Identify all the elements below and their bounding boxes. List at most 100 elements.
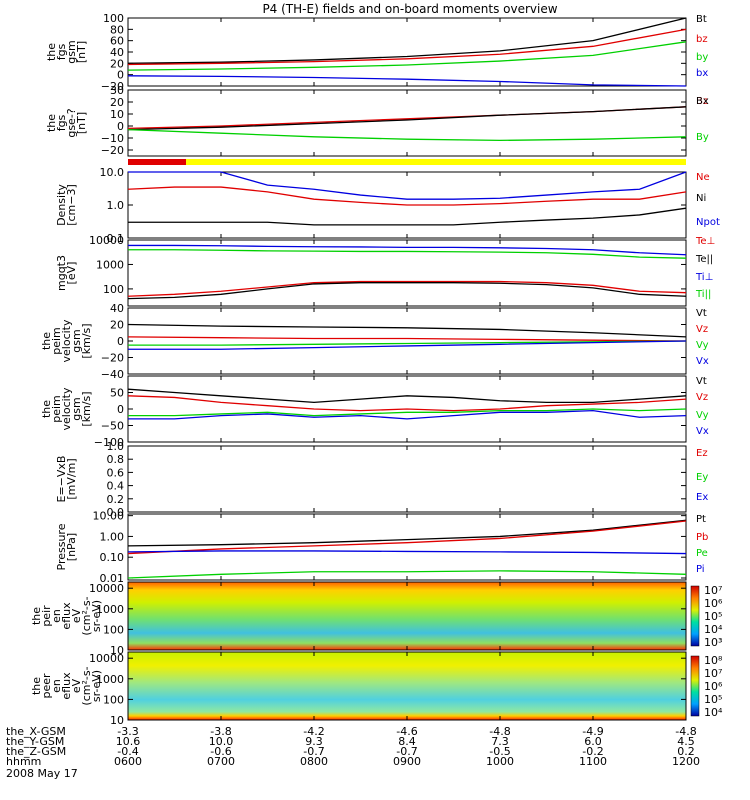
y-tick-label: 1.00 [100, 530, 125, 543]
ephemeris-value: -0.7 [303, 745, 324, 758]
y-tick-label: −20 [101, 144, 124, 157]
legend-entry: Vy [696, 410, 709, 421]
ephemeris-value: 0600 [114, 755, 142, 768]
series-line-Vt [127, 323, 687, 338]
spectrogram-9 [128, 652, 686, 720]
y-axis-label: en [50, 609, 63, 623]
y-axis-label: gsm [70, 397, 83, 420]
series-line-Bx [127, 106, 687, 131]
legend-entry: bz [696, 34, 708, 45]
ephemeris-value: 1100 [579, 755, 607, 768]
ephemeris-value: -4.8 [675, 725, 696, 738]
y-axis-label: eV [70, 608, 83, 623]
y-tick-label: 10 [110, 714, 124, 727]
y-tick-label: 20 [110, 96, 124, 109]
y-tick-label: 40 [110, 46, 124, 59]
legend-entry: Ne [696, 172, 710, 183]
y-axis-label: (cm²-s- [80, 666, 93, 705]
legend-entry: Npot [696, 217, 720, 228]
spectrogram-8 [128, 582, 686, 650]
y-tick-label: 1.0 [107, 199, 125, 212]
y-axis-label: [nT] [75, 41, 88, 63]
ephemeris-value: -0.7 [396, 745, 417, 758]
ephemeris-value: -4.9 [582, 725, 603, 738]
series-line-Vz [127, 395, 687, 412]
series-line-Ni [128, 207, 687, 226]
y-tick-label: 10000 [89, 652, 124, 665]
ephemeris-value: 0900 [393, 755, 421, 768]
colorbar-8 [690, 585, 700, 647]
series-line-by [127, 41, 687, 71]
ephemeris-value: -4.8 [489, 725, 510, 738]
figure-title: P4 (TH-E) fields and on-board moments ov… [262, 2, 557, 16]
y-tick-label: −40 [101, 368, 124, 381]
series-line-Npot [128, 171, 687, 200]
y-axis-label: gsm [65, 40, 78, 63]
legend-entry: Vx [696, 356, 709, 367]
ephemeris-value: 0800 [300, 755, 328, 768]
y-axis-label: gsm [70, 329, 83, 352]
y-tick-label: −10 [101, 132, 124, 145]
y-tick-label: 60 [110, 35, 124, 48]
ephemeris-row-label: the_Z-GSM [6, 745, 66, 758]
legend-entry: bx [696, 68, 708, 79]
y-tick-label: 0.0 [107, 506, 125, 519]
legend-entry: Vx [696, 426, 709, 437]
series-line-Pt [127, 519, 687, 547]
legend-entry: Bt [696, 14, 707, 25]
y-axis-label: the [30, 677, 43, 695]
ephemeris-row-label: hhmm [6, 755, 41, 768]
series-line-Vz [127, 336, 687, 342]
y-tick-label: 10000 [89, 234, 124, 247]
y-axis-label: peim [50, 327, 63, 355]
y-tick-label: 0 [117, 69, 124, 82]
y-axis-label: Density [55, 184, 68, 226]
legend-entry: Vz [696, 392, 708, 403]
y-axis-label: [eV] [65, 262, 78, 285]
legend-entry: Te⊥ [695, 236, 715, 247]
legend-entry: Ey [696, 472, 708, 483]
series-line-Ti⊥ [128, 244, 687, 256]
series-line-Vy [128, 408, 687, 417]
y-tick-label: −50 [101, 420, 124, 433]
y-axis-label: eflux [60, 602, 73, 630]
legend-entry: Vt [696, 308, 707, 319]
ephemeris-row-label: the_Y-GSM [6, 735, 64, 748]
y-tick-label: 0 [117, 403, 124, 416]
y-tick-label: 1000 [96, 673, 124, 686]
panel-e_vxb: 0.00.20.40.60.81.0 E=−VxB[mV/m] Ez Ey Ex [55, 440, 708, 519]
y-tick-label: 10000 [89, 582, 124, 595]
y-axis-label: fgs [55, 43, 68, 60]
panel-frame [127, 513, 687, 581]
y-axis-label: [mV/m] [65, 458, 78, 499]
y-tick-label: 0.8 [107, 453, 125, 466]
legend-entry: Bz [696, 96, 708, 107]
colorbar-9 [690, 655, 700, 717]
series-line-Pb [127, 520, 687, 555]
ephemeris-value: 0.2 [677, 745, 695, 758]
ephemeris-date: 2008 May 17 [6, 767, 78, 780]
panel-pressure: 0.01 0.10 1.00 10.00 Pressure[nPa] Pt Pb Pe Pi [55, 510, 708, 585]
ephemeris-value: 8.4 [398, 735, 416, 748]
y-axis-label: the [40, 332, 53, 350]
legend-entry: Te|| [695, 254, 713, 265]
legend-entry: Bx [696, 96, 709, 107]
ephemeris-value: 1000 [486, 755, 514, 768]
y-axis-label: fgs [55, 114, 68, 131]
y-axis-label: eflux [60, 672, 73, 700]
series-line-By [127, 128, 687, 142]
colorbar-tick-label: 10³ [704, 636, 722, 649]
y-tick-label: 0.4 [107, 480, 125, 493]
ephemeris-value: -0.4 [117, 745, 138, 758]
legend-entry: Ti|| [695, 289, 711, 300]
ephemeris-value: 10.0 [209, 735, 234, 748]
y-axis-label: peir [40, 605, 53, 627]
y-tick-label: 10.00 [93, 510, 125, 523]
y-tick-label: 20 [110, 319, 124, 332]
ephemeris-value: -3.3 [117, 725, 138, 738]
